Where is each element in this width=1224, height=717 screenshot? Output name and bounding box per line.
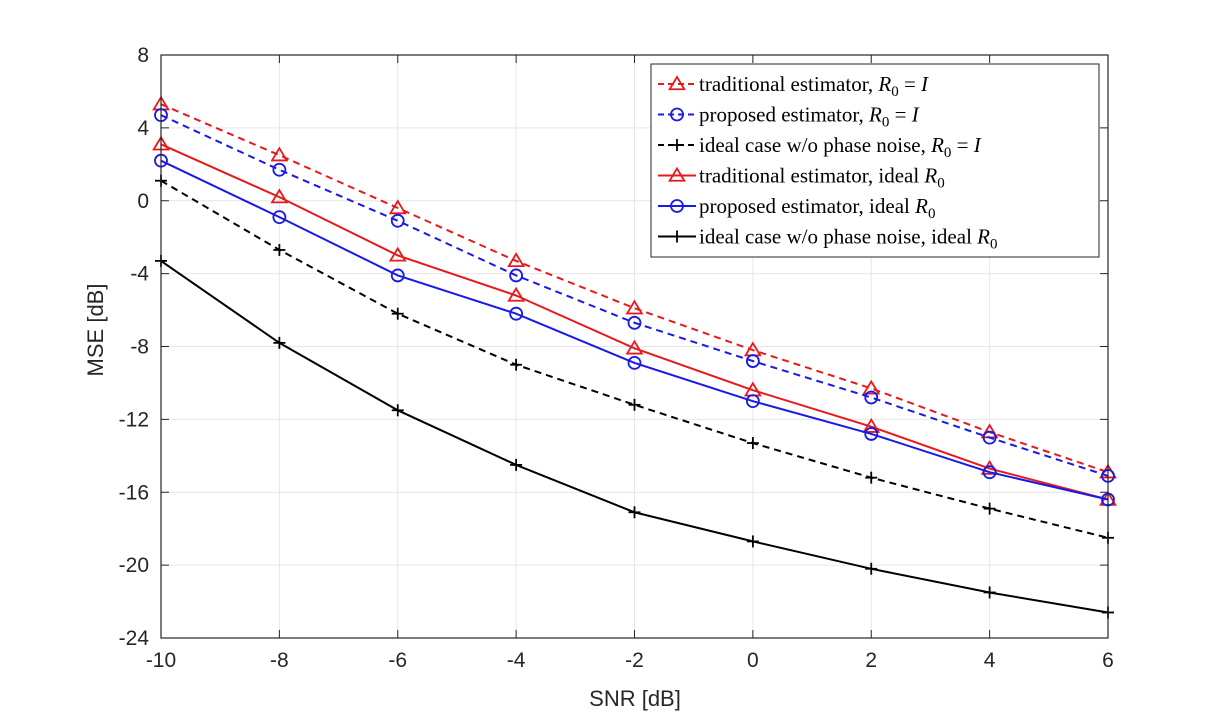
x-tick-label: -6 (388, 649, 407, 672)
data-point (628, 506, 641, 519)
data-point (390, 268, 405, 283)
legend-label: traditional estimator, ideal R0 (699, 164, 945, 192)
data-point (391, 307, 404, 320)
series-5 (154, 153, 1115, 507)
x-tick-label: 4 (984, 649, 996, 672)
data-point (627, 315, 642, 330)
data-point (272, 162, 287, 177)
x-tick-label: -10 (146, 649, 176, 672)
data-point (628, 398, 641, 411)
data-point (510, 458, 523, 471)
legend-box (650, 63, 1100, 258)
data-point (627, 355, 642, 370)
data-point (270, 188, 289, 204)
data-point (507, 252, 526, 268)
y-tick-label: -8 (130, 336, 149, 359)
data-point (746, 535, 759, 548)
data-point (507, 286, 526, 302)
x-tick-label: -8 (270, 649, 289, 672)
legend-label: ideal case w/o phase noise, R0 = I (699, 133, 982, 161)
data-point (745, 354, 760, 368)
y-tick-label: 8 (137, 44, 149, 67)
data-point (509, 306, 524, 321)
data-point (388, 246, 407, 262)
series-line (160, 114, 1109, 477)
data-point (865, 562, 878, 575)
legend-entry: traditional estimator, R0 = I (658, 72, 929, 100)
legend-marker (668, 75, 686, 91)
y-tick-label: -12 (119, 408, 149, 431)
y-axis-label: MSE [dB] (83, 284, 108, 377)
x-tick-label: -2 (625, 649, 644, 672)
data-point (273, 336, 286, 349)
data-point (270, 146, 289, 162)
data-point (982, 465, 997, 480)
data-point (983, 586, 996, 599)
legend-label: proposed estimator, ideal R0 (699, 194, 935, 222)
legend-label: ideal case w/o phase noise, ideal R0 (699, 225, 997, 253)
data-point (864, 427, 879, 441)
y-tick-label: 0 (137, 190, 149, 213)
legend-marker (671, 230, 683, 243)
axes (160, 54, 1109, 639)
y-tick-label: -4 (130, 263, 149, 286)
series-line (160, 159, 1109, 501)
legend-entry: traditional estimator, ideal R0 (658, 164, 945, 192)
data-point (625, 299, 644, 315)
data-point (273, 243, 286, 256)
data-point (864, 390, 879, 405)
data-point (390, 213, 405, 228)
legend: traditional estimator, R0 = I proposed es… (650, 63, 1100, 258)
legend-entry: proposed estimator, ideal R0 (658, 194, 935, 222)
x-tick-label: 0 (747, 649, 759, 672)
legend-entry: ideal case w/o phase noise, R0 = I (658, 133, 982, 161)
data-point (625, 339, 644, 355)
y-tick-label: 4 (137, 117, 149, 140)
x-axis-label: SNR [dB] (589, 686, 681, 711)
data-point (510, 358, 523, 371)
legend-label: proposed estimator, R0 = I (699, 103, 920, 131)
legend-marker (671, 139, 683, 151)
legend-entry: ideal case w/o phase noise, ideal R0 (658, 225, 997, 253)
data-point (391, 404, 404, 417)
data-point (862, 417, 881, 433)
data-point (982, 430, 997, 445)
legend-marker (670, 199, 684, 213)
data-point (746, 437, 759, 450)
legend-marker (670, 107, 684, 122)
data-point (862, 379, 881, 395)
x-tick-label: 6 (1102, 649, 1114, 672)
data-point (509, 268, 524, 283)
series-line (160, 143, 1109, 501)
x-tick-label: -4 (507, 649, 526, 672)
legend-marker (668, 166, 686, 182)
plot-frame (160, 54, 1109, 639)
series-layer (152, 95, 1117, 619)
data-point (983, 502, 996, 515)
series-line (160, 179, 1109, 539)
legend-entry: proposed estimator, R0 = I (658, 103, 920, 131)
y-tick-label: -16 (119, 481, 149, 504)
data-point (388, 199, 407, 215)
series-line (160, 103, 1109, 474)
y-tick-label: -20 (119, 554, 149, 577)
y-tick-label: -24 (119, 627, 150, 650)
data-point (865, 471, 878, 484)
legend-label: traditional estimator, R0 = I (699, 72, 929, 100)
x-tick-label: 2 (865, 649, 877, 672)
data-point (745, 394, 760, 409)
data-point (272, 210, 287, 225)
